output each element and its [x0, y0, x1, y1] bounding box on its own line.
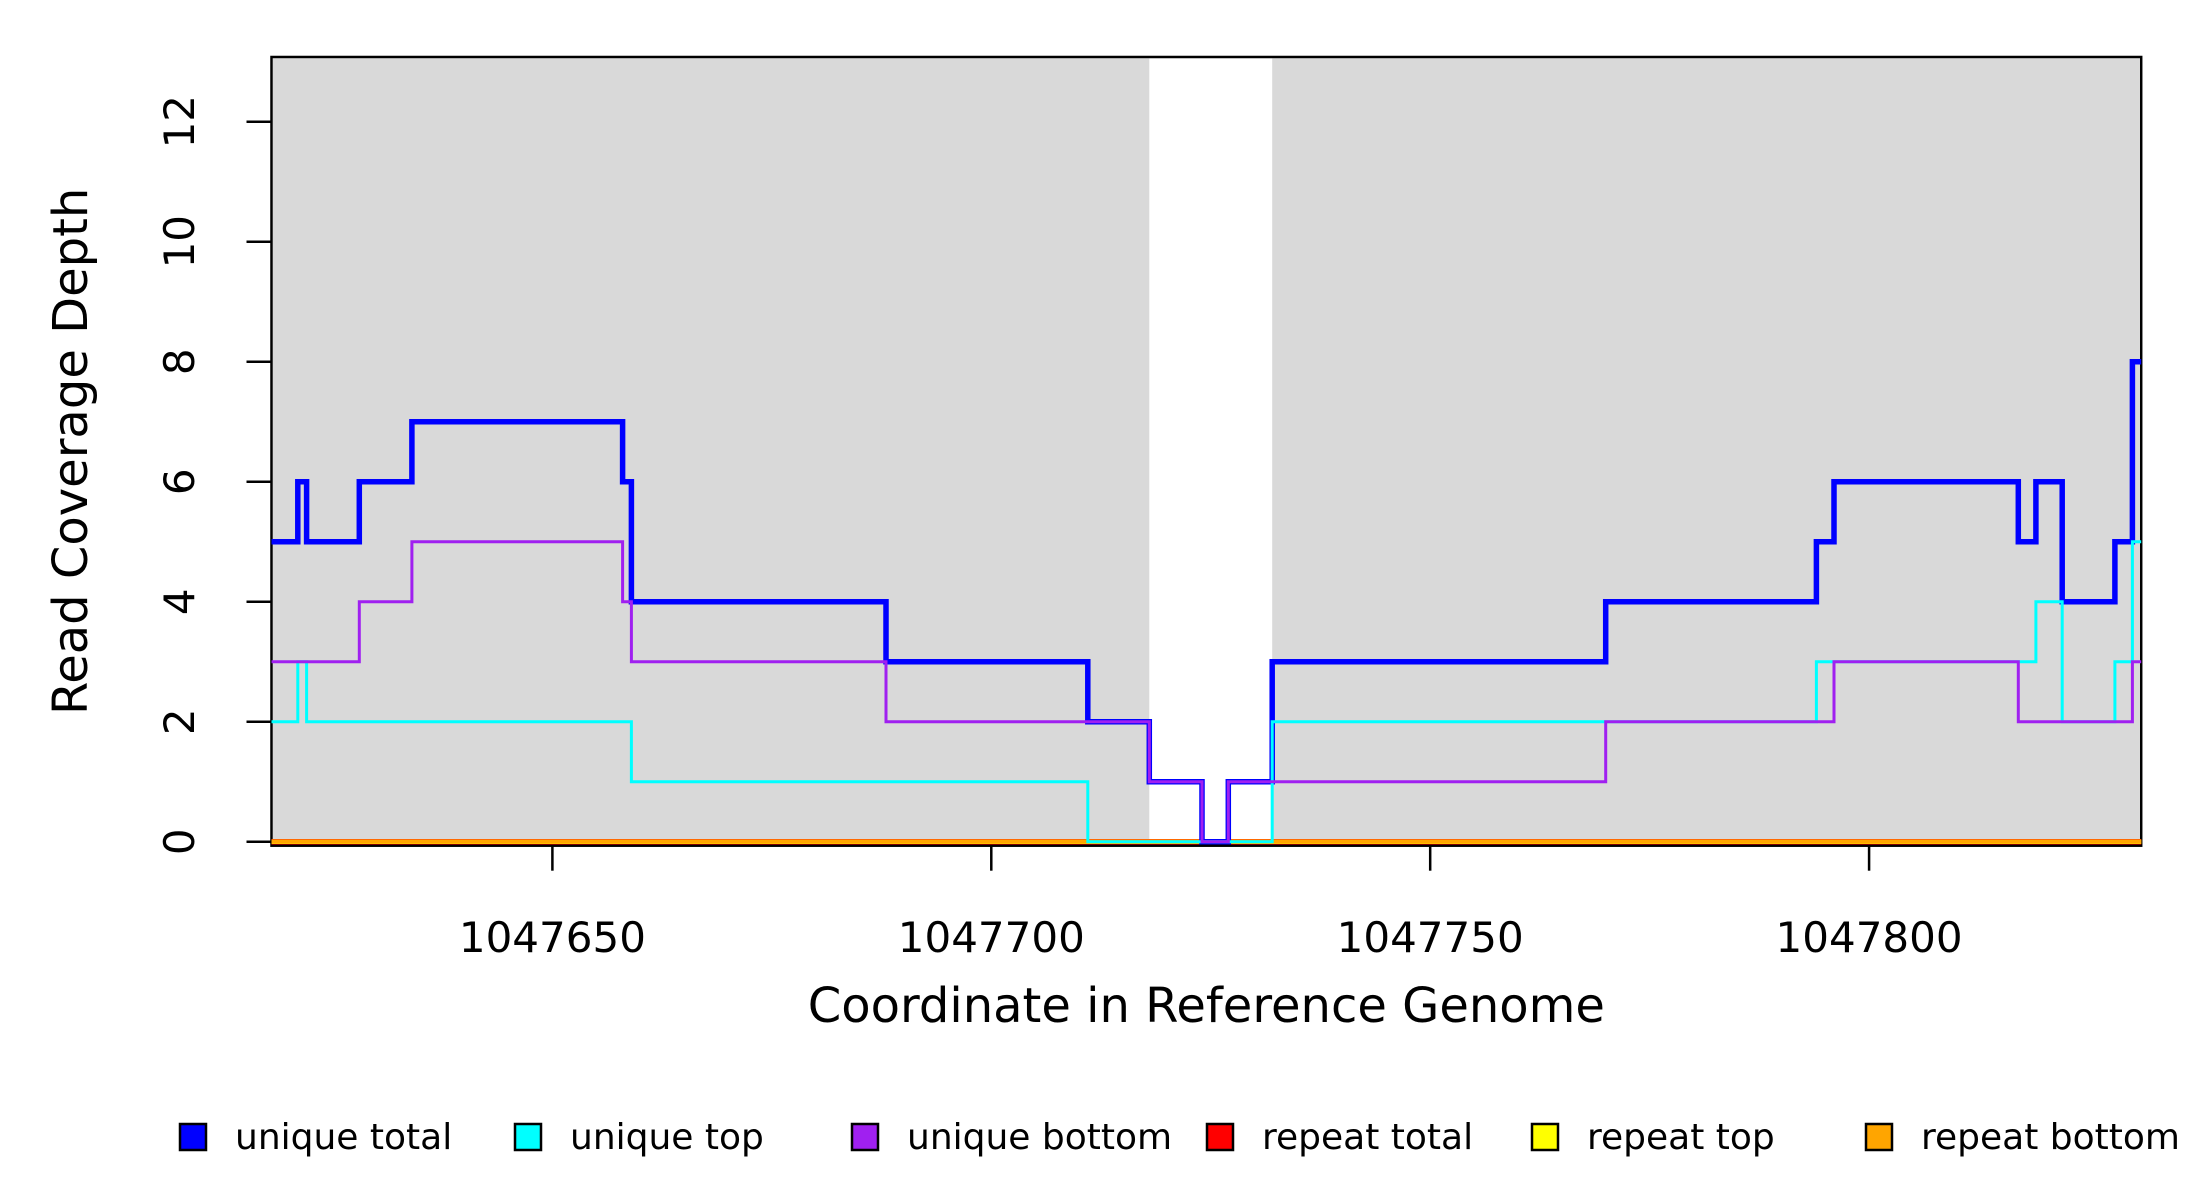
legend: unique total unique top unique bottom repea… [178, 1117, 2180, 1158]
series-line-unique-bottom [271, 540, 2142, 844]
legend-swatch-repeat-top [1530, 1122, 1560, 1152]
y-tick-label-8: 8 [155, 348, 204, 375]
x-tick-label-1047800: 1047800 [1776, 913, 1963, 962]
legend-swatch-repeat-bottom [1864, 1122, 1894, 1152]
legend-item-unique-total: unique total [178, 1117, 452, 1158]
shaded-region-1 [273, 58, 1150, 842]
legend-label-unique-bottom: unique bottom [907, 1117, 1172, 1158]
legend-item-repeat-total: repeat total [1205, 1117, 1473, 1158]
legend-label-unique-top: unique top [570, 1117, 764, 1158]
legend-label-repeat-total: repeat total [1262, 1117, 1473, 1158]
legend-swatch-unique-total [178, 1122, 208, 1152]
legend-item-repeat-bottom: repeat bottom [1864, 1117, 2180, 1158]
y-tick-label-12: 12 [155, 95, 204, 148]
series-line-unique-top [271, 540, 2142, 844]
y-tick-label-6: 6 [155, 468, 204, 495]
y-tick-label-10: 10 [155, 215, 204, 268]
y-axis-title: Read Coverage Depth [43, 188, 99, 715]
x-axis-title: Coordinate in Reference Genome [808, 978, 1605, 1034]
shaded-region-2 [1272, 58, 2140, 842]
y-tick-label-4: 4 [155, 588, 204, 615]
legend-item-repeat-top: repeat top [1530, 1117, 1775, 1158]
x-tick-label-1047750: 1047750 [1337, 913, 1524, 962]
x-tick-label-1047700: 1047700 [898, 913, 1085, 962]
legend-label-unique-total: unique total [235, 1117, 452, 1158]
y-tick-label-2: 2 [155, 708, 204, 735]
legend-label-repeat-bottom: repeat bottom [1921, 1117, 2180, 1158]
legend-swatch-repeat-total [1205, 1122, 1235, 1152]
legend-label-repeat-top: repeat top [1587, 1117, 1775, 1158]
legend-swatch-unique-bottom [850, 1122, 880, 1152]
legend-item-unique-top: unique top [513, 1117, 764, 1158]
legend-item-unique-bottom: unique bottom [850, 1117, 1172, 1158]
x-tick-label-1047650: 1047650 [459, 913, 646, 962]
y-tick-label-0: 0 [155, 828, 204, 855]
legend-swatch-unique-top [513, 1122, 543, 1152]
plot-border [270, 55, 2143, 847]
